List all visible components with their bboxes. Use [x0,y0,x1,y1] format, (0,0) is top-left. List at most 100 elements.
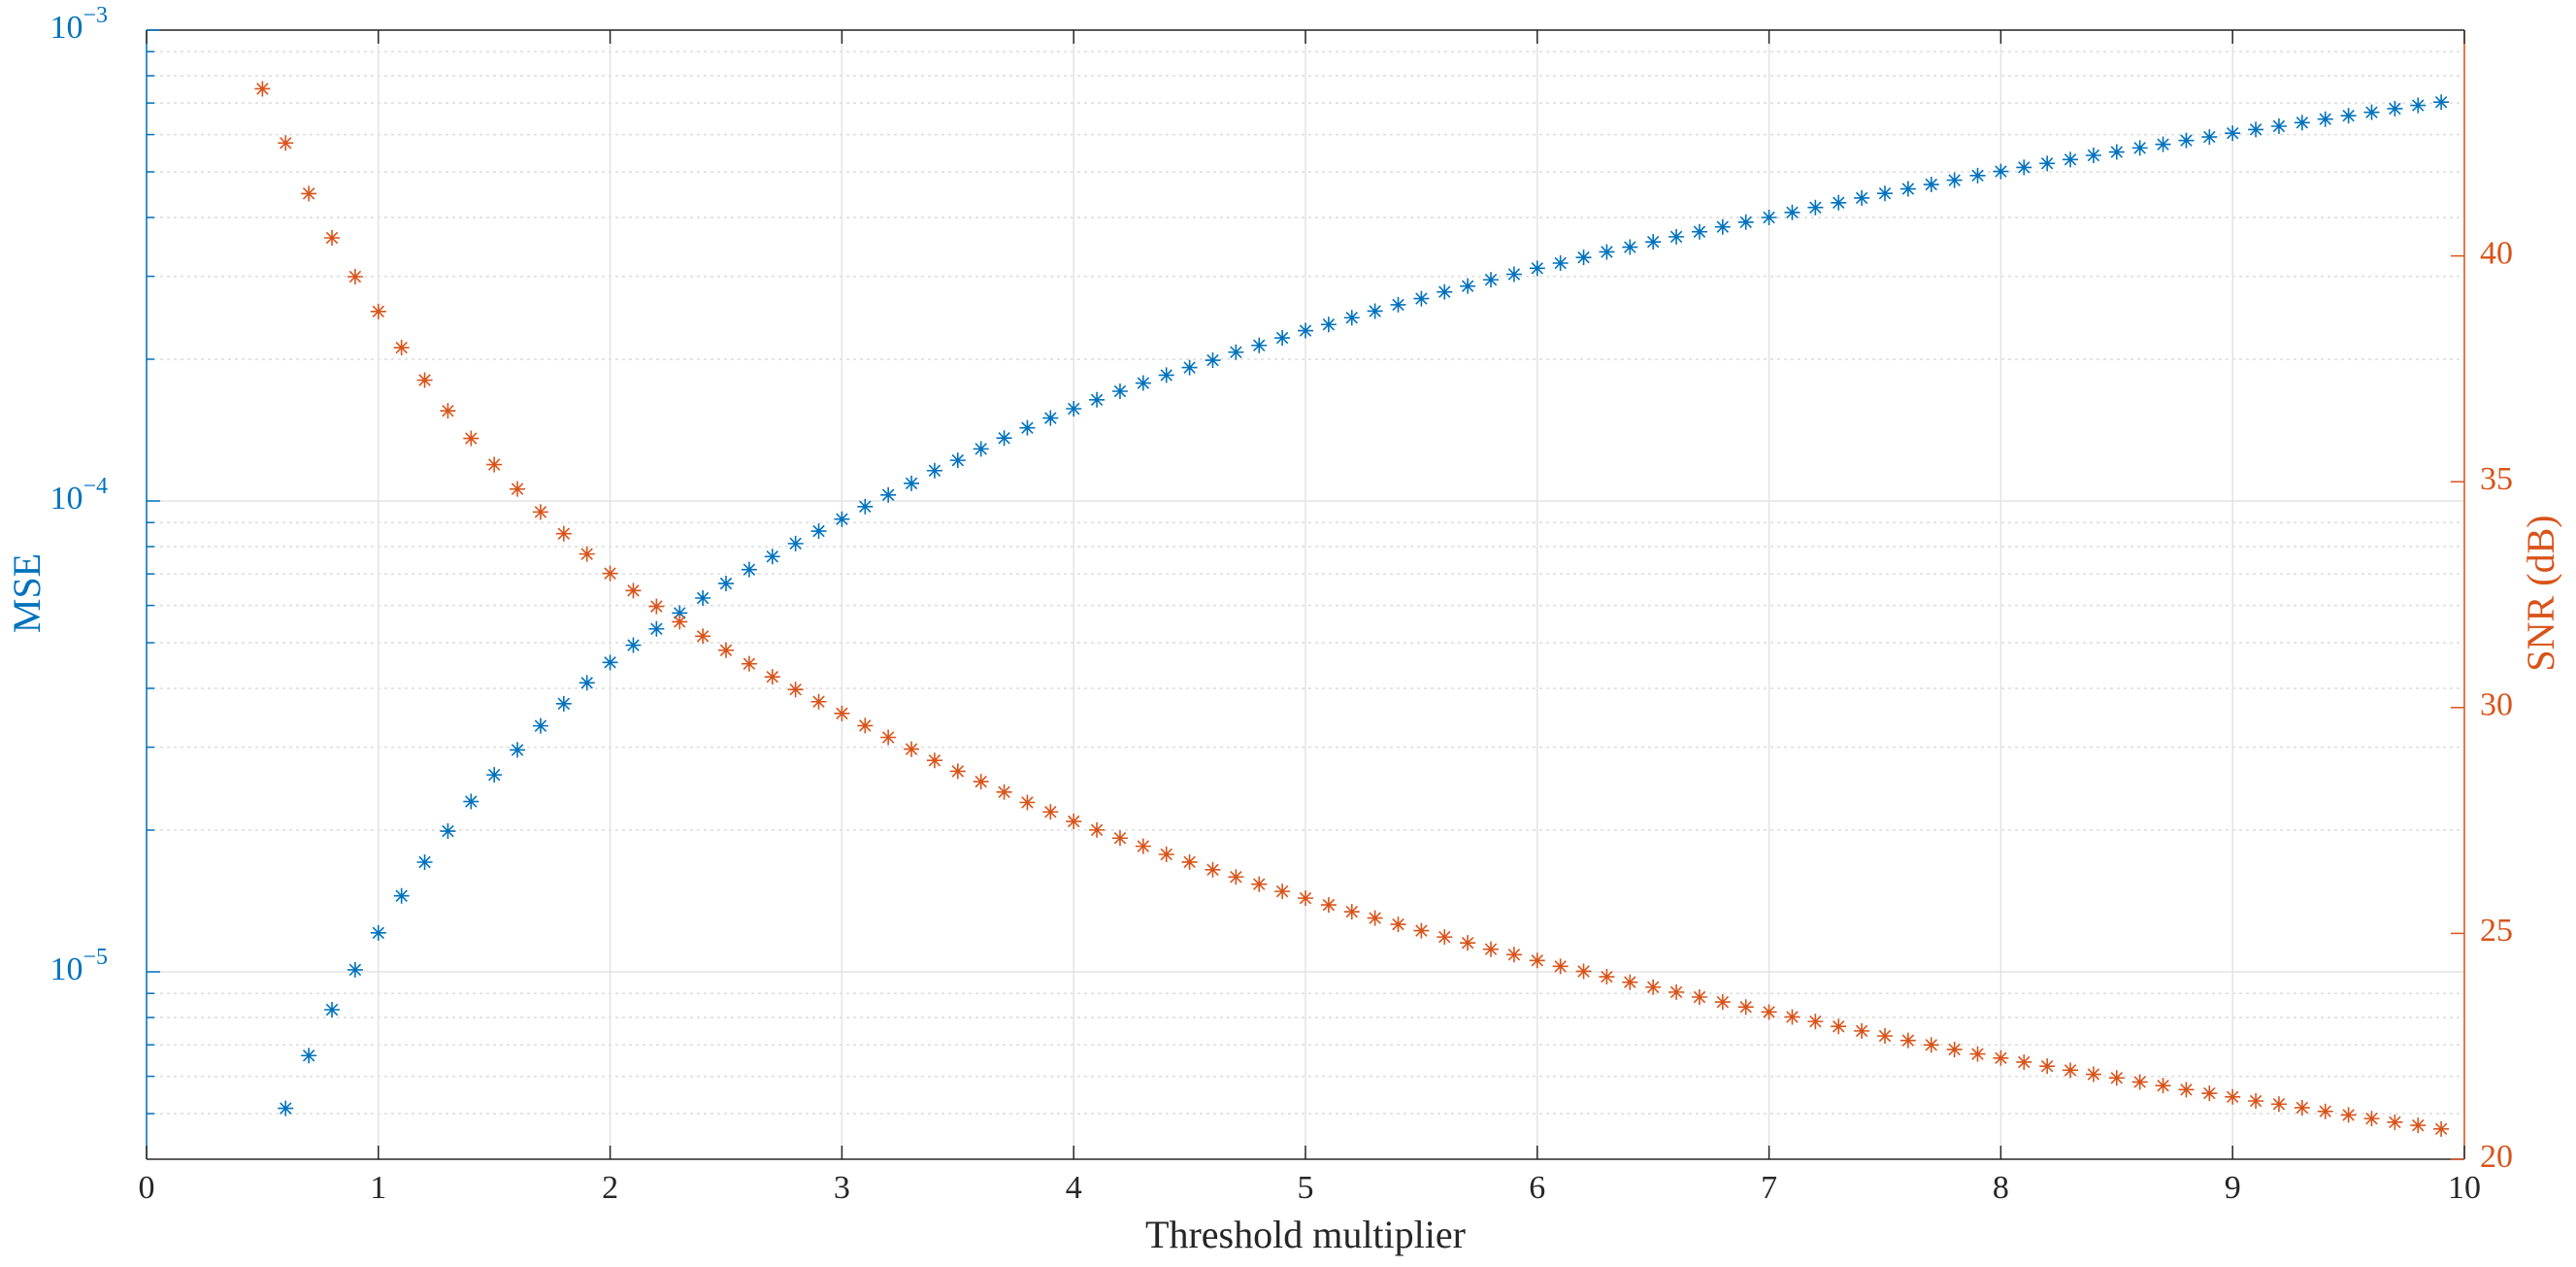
marker [2294,1099,2310,1116]
marker [1343,904,1360,920]
marker [1158,846,1174,862]
marker [2225,125,2241,142]
marker [578,546,595,562]
x-tick-label: 1 [370,1170,386,1206]
marker [648,620,665,637]
marker [1575,250,1592,266]
marker [1181,853,1198,870]
marker [2270,117,2287,134]
marker [416,853,433,870]
marker [2363,104,2380,120]
marker [578,675,595,691]
marker [440,823,456,840]
marker [1019,794,1036,811]
marker [2039,1058,2056,1075]
marker [1111,830,1128,847]
x-tick-label: 7 [1761,1170,1777,1206]
marker [1761,1004,1777,1020]
marker [324,1001,341,1017]
marker [2317,1103,2333,1119]
marker [1946,1041,1963,1057]
marker [1737,999,1754,1016]
marker [1899,181,1916,197]
marker [1089,821,1106,838]
marker [347,961,363,978]
marker [1529,260,1545,277]
marker [834,705,850,721]
marker [741,655,757,672]
y2-axis-label: SNR (dB) [2519,515,2562,671]
marker [996,784,1012,800]
marker [532,717,548,734]
marker [2155,1078,2171,1094]
marker [2016,1053,2032,1070]
marker [1784,1009,1800,1025]
marker [510,742,526,758]
marker [1877,185,1893,202]
marker [2363,1111,2380,1127]
marker [2063,151,2079,168]
marker [602,654,618,671]
marker [370,924,386,941]
marker [2178,132,2195,149]
marker [1066,400,1082,417]
marker [1575,963,1592,980]
marker [1251,337,1268,353]
marker [2387,1114,2403,1130]
marker [1413,922,1430,939]
marker [1691,223,1707,240]
marker [393,887,410,904]
x-tick-label: 5 [1298,1170,1314,1206]
marker [602,565,618,582]
marker [1877,1028,1893,1044]
marker [1668,228,1685,245]
marker [764,549,780,565]
y-tick-label: 10−4 [50,473,108,516]
x-axis-label: Threshold multiplier [1145,1213,1466,1256]
marker [1274,330,1291,347]
marker [1343,310,1360,326]
marker [393,340,410,356]
marker [857,717,874,734]
marker [2063,1062,2079,1079]
marker [672,614,688,630]
marker [347,268,363,284]
x-tick-label: 9 [2225,1170,2241,1206]
marker [2201,129,2218,146]
marker [2248,1092,2264,1109]
x-tick-label: 0 [139,1170,155,1206]
x-tick-label: 2 [602,1170,618,1206]
marker [2433,1120,2450,1137]
marker [1993,163,2009,180]
marker [1320,317,1337,333]
marker [741,561,757,578]
marker [1831,194,1847,211]
marker [2317,111,2333,127]
marker [2131,1074,2148,1090]
y2-tick-label: 35 [2480,461,2513,497]
x-tick-label: 6 [1529,1170,1545,1206]
marker [810,523,827,540]
marker [1111,383,1128,399]
marker [764,669,780,685]
marker [278,1100,294,1117]
marker [324,229,341,246]
marker [1413,290,1430,307]
marker [1807,1014,1824,1030]
marker [2410,1117,2427,1134]
marker [1923,1037,1939,1053]
marker [2410,97,2427,114]
marker [1969,167,1986,183]
marker [1042,804,1059,820]
marker [1946,172,1963,188]
marker [2108,1070,2125,1086]
marker [1714,994,1731,1011]
marker [1390,917,1406,933]
y-tick-label: 10−5 [50,944,108,986]
marker [1599,969,1615,985]
marker [926,752,942,769]
marker [2039,155,2056,172]
marker [1205,352,1221,369]
marker [1761,210,1777,226]
